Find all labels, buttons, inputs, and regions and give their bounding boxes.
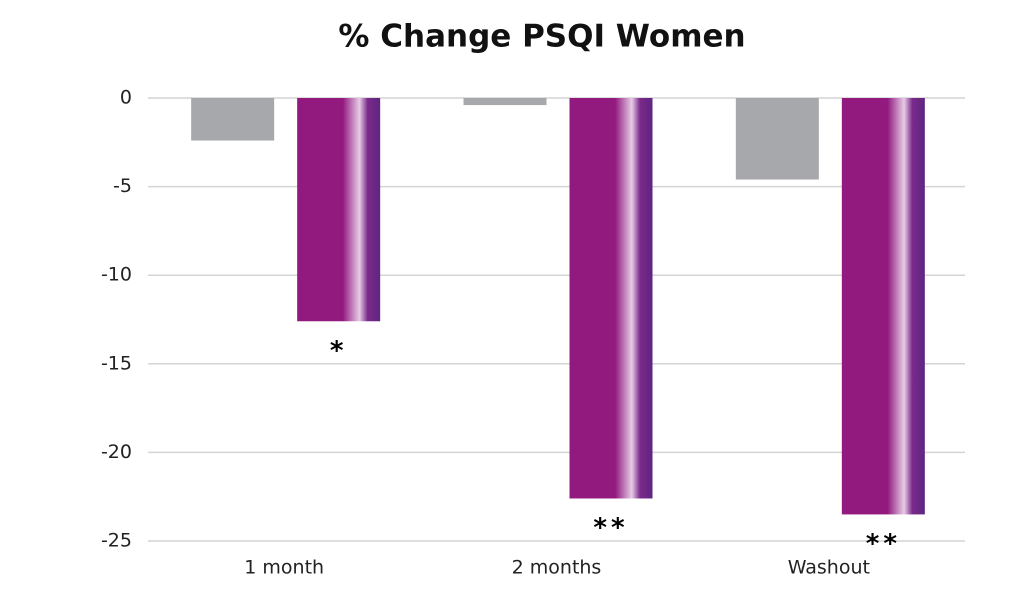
x-tick-label: Washout [788, 557, 870, 579]
y-tick-label: -10 [101, 264, 132, 286]
bar [297, 98, 381, 322]
significance-marker: * [330, 336, 348, 366]
x-tick-label: 2 months [512, 557, 602, 579]
bar [463, 98, 547, 106]
significance-marker: ** [866, 529, 901, 559]
bar [569, 98, 653, 499]
x-tick-label: 1 month [244, 557, 324, 579]
chart-title: % Change PSQI Women [338, 19, 745, 55]
y-tick-label: -5 [113, 175, 132, 197]
y-tick-label: -20 [101, 441, 132, 463]
y-tick-label: -25 [101, 530, 132, 552]
bar [841, 98, 925, 515]
y-tick-label: -15 [101, 352, 132, 374]
significance-marker: ** [593, 513, 628, 543]
bar [191, 98, 275, 141]
bar [735, 98, 819, 180]
y-tick-label: 0 [120, 87, 132, 109]
